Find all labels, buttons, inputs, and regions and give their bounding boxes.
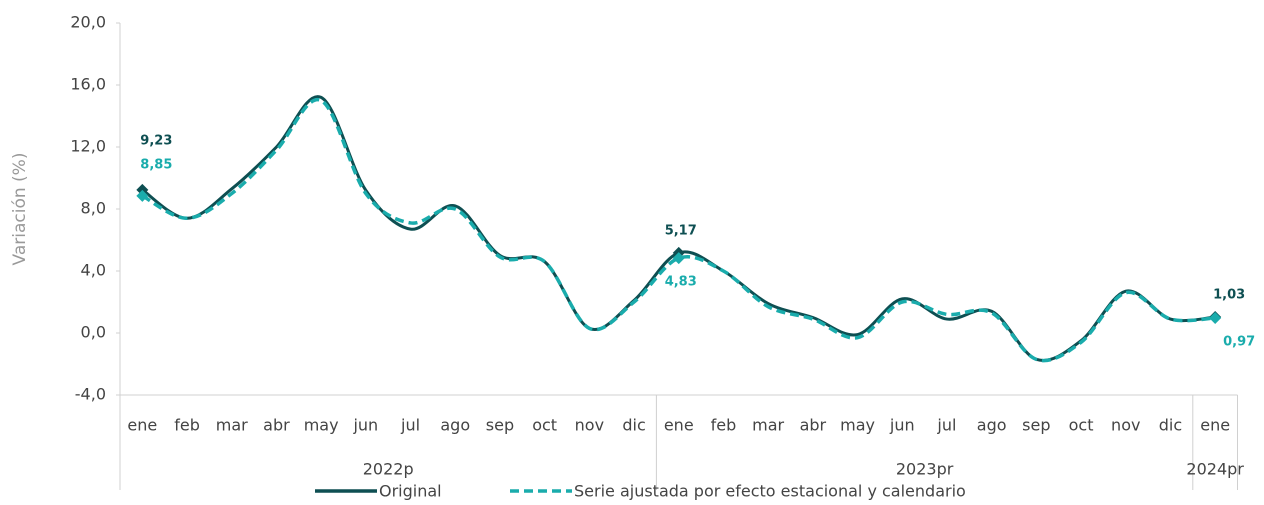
point-marker [136,189,149,202]
x-tick-label: feb [174,416,200,435]
y-axis-label: Variación (%) [10,153,30,266]
x-tick-label: ene [127,416,157,435]
y-tick-label: 4,0 [81,261,106,280]
y-tick-label: 16,0 [70,75,106,94]
data-label: 9,23 [140,133,172,148]
x-tick-label: mar [752,416,784,435]
series-line [141,97,1216,363]
y-tick-label: 0,0 [81,323,106,342]
group-label: 2024pr [1186,460,1244,479]
x-tick-label: nov [575,416,604,435]
data-label: 0,97 [1223,334,1255,349]
y-tick-label: -4,0 [75,385,106,404]
x-tick-label: oct [1069,416,1094,435]
data-label: 5,17 [665,223,697,238]
x-tick-label: may [840,416,875,435]
point-marker [672,252,685,265]
data-label: 4,83 [665,275,697,290]
group-label: 2022p [363,460,414,479]
x-tick-label: abr [263,416,290,435]
x-tick-label: mar [216,416,248,435]
point-marker [1209,311,1222,324]
data-label: 8,85 [140,157,172,172]
group-label: 2023pr [896,460,954,479]
data-label: 1,03 [1213,288,1245,303]
x-tick-label: sep [1022,416,1050,435]
x-tick-label: jul [936,416,956,435]
x-tick-label: ene [664,416,694,435]
x-tick-label: may [304,416,339,435]
x-tick-label: ago [977,416,1007,435]
x-tick-label: nov [1111,416,1140,435]
x-tick-label: jun [889,416,915,435]
legend-label: Original [379,482,442,501]
x-tick-label: jun [352,416,378,435]
x-tick-label: dic [1159,416,1182,435]
y-tick-label: 20,0 [70,13,106,32]
x-tick-label: feb [711,416,737,435]
x-tick-label: jul [400,416,420,435]
x-tick-label: ago [440,416,470,435]
x-tick-label: abr [800,416,827,435]
x-tick-label: ene [1200,416,1230,435]
legend-label: Serie ajustada por efecto estacional y c… [574,482,966,501]
y-tick-label: 12,0 [70,137,106,156]
y-tick-label: 8,0 [81,199,106,218]
x-tick-label: sep [486,416,514,435]
x-tick-label: dic [622,416,645,435]
x-tick-label: oct [532,416,557,435]
